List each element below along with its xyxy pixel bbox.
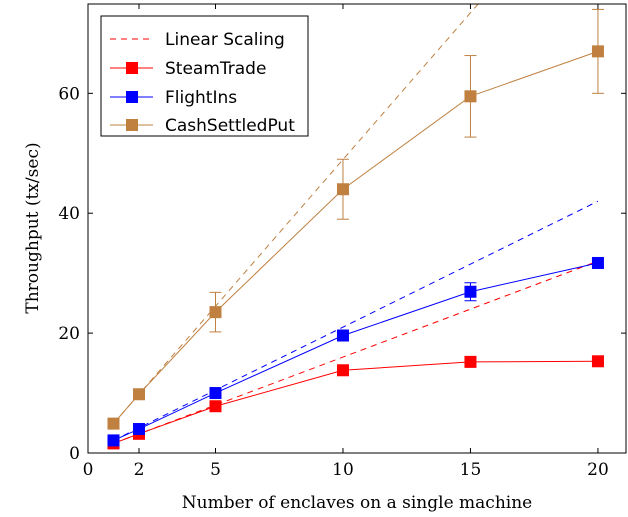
y-tick-label: 20 (58, 324, 80, 344)
x-tick-label: 0 (83, 460, 94, 480)
legend-label-cashsettledput: CashSettledPut (165, 116, 295, 136)
data-point-cashsettledput (132, 388, 145, 401)
data-point-steamtrade (591, 355, 604, 368)
y-tick-label: 60 (58, 84, 80, 104)
linear-scaling-line-cashsettledput (113, 4, 479, 424)
legend-entry-cashsettledput: CashSettledPut (110, 116, 295, 136)
data-point-flightins (107, 434, 120, 447)
legend-box (100, 15, 309, 137)
x-axis-label: Number of enclaves on a single machine (182, 493, 532, 513)
legend: Linear Scaling SteamTrade FlightIns Cash… (100, 15, 309, 137)
y-tick-label: 0 (69, 444, 80, 464)
legend-swatch-marker-flightins (126, 91, 138, 103)
data-point-flightins (591, 256, 604, 269)
legend-label-flightins: FlightIns (165, 88, 237, 108)
series-line-steamtrade (113, 360, 598, 444)
data-point-steamtrade (464, 355, 477, 368)
legend-entry-steamtrade: SteamTrade (110, 59, 266, 79)
data-point-cashsettledput (107, 417, 120, 430)
data-point-cashsettledput (464, 90, 477, 103)
legend-swatch-marker-steamtrade (126, 62, 138, 74)
legend-swatch-marker-cashsettledput (126, 119, 138, 131)
plot-area (107, 4, 604, 450)
x-tick-label: 20 (587, 460, 609, 480)
series-line-flightins (113, 262, 599, 441)
y-tick-label: 40 (58, 204, 80, 224)
data-point-cashsettledput (209, 306, 222, 319)
y-axis-label: Throughput (tx/sec) (23, 142, 43, 313)
data-point-flightins (336, 329, 349, 342)
legend-entry-linear-scaling: Linear Scaling (110, 30, 285, 50)
data-point-flightins (209, 387, 222, 400)
x-tick-label: 15 (460, 460, 482, 480)
data-point-flightins (132, 423, 145, 436)
linear-scaling-line-flightins (113, 200, 599, 441)
legend-entry-flightins: FlightIns (110, 88, 237, 108)
plot-frame (87, 3, 627, 454)
data-point-cashsettledput (336, 183, 349, 196)
data-point-steamtrade (336, 364, 349, 377)
data-point-cashsettledput (591, 45, 604, 58)
x-tick-label: 5 (210, 460, 221, 480)
legend-label-steamtrade: SteamTrade (165, 59, 266, 79)
legend-label-linear-scaling: Linear Scaling (165, 30, 285, 50)
data-point-flightins (464, 285, 477, 298)
x-tick-label: 10 (332, 460, 354, 480)
series-group (107, 4, 604, 450)
x-tick-label: 2 (134, 460, 145, 480)
axis-ticks: 0 2 5 10 15 20 0 20 40 60 (58, 4, 626, 480)
linear-scaling-line-steamtrade (113, 260, 599, 444)
data-point-steamtrade (209, 400, 222, 413)
